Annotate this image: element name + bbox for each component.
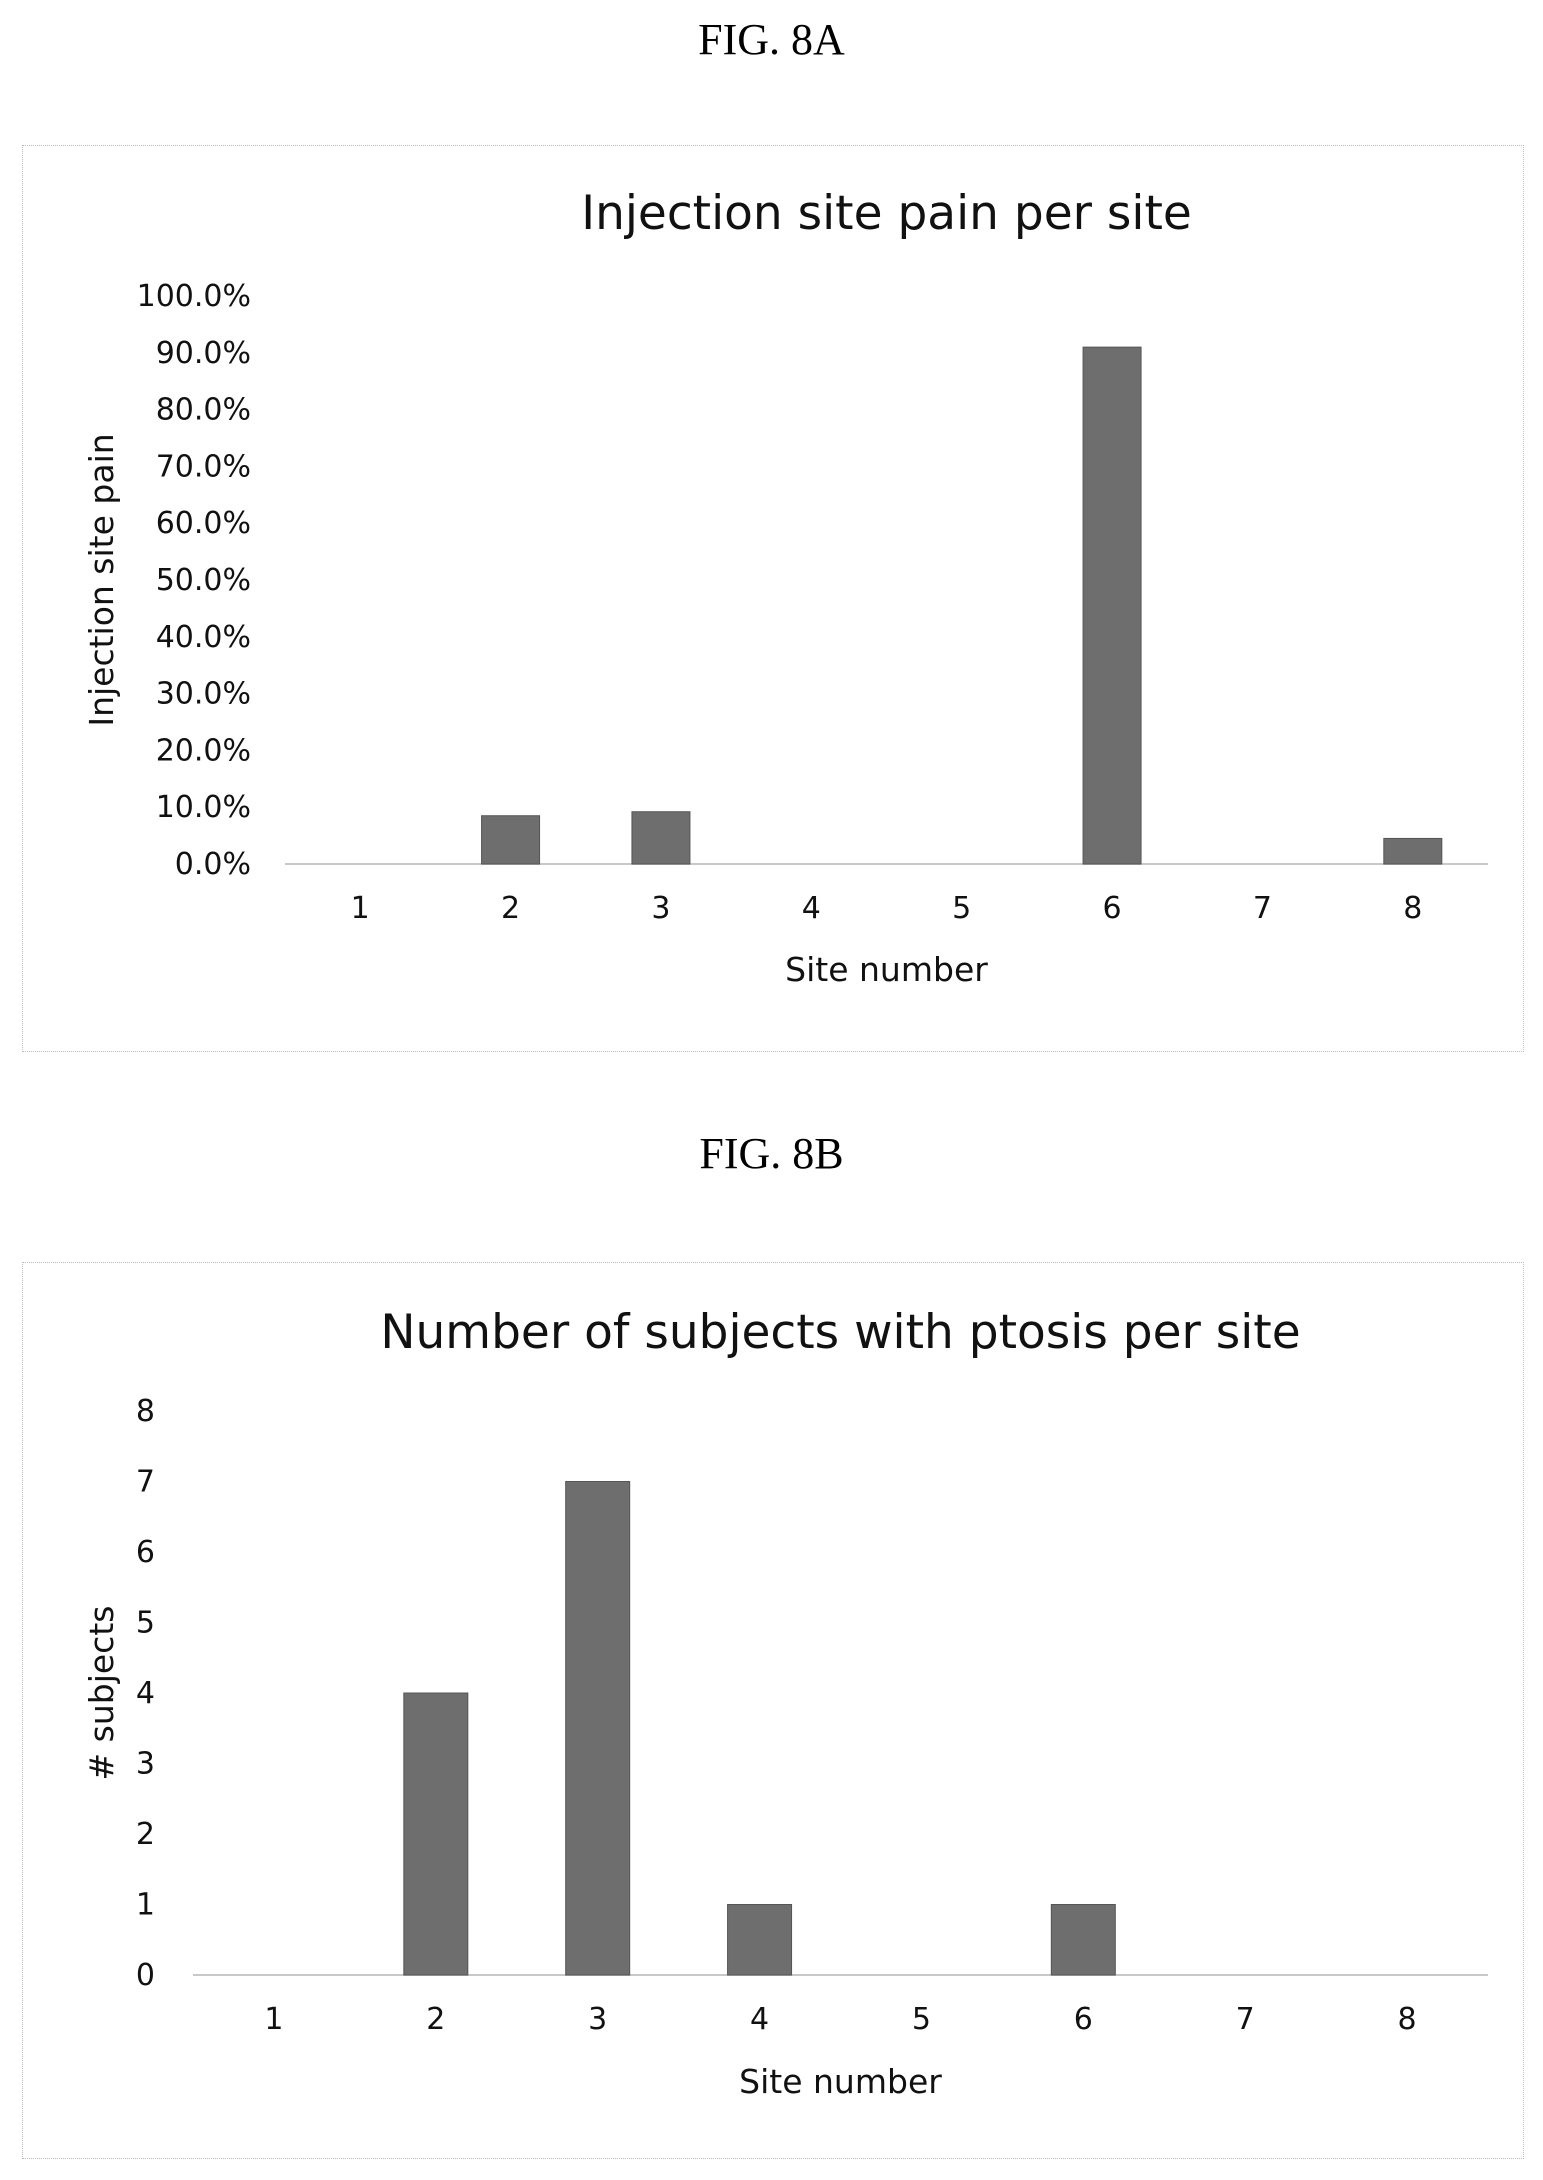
- y-tick-label: 0: [136, 1958, 155, 1993]
- figure-label-8a: FIG. 8A: [698, 15, 845, 64]
- y-tick-label: 20.0%: [156, 733, 251, 768]
- x-axis-label: Site number: [739, 2062, 942, 2101]
- y-tick-label: 50.0%: [156, 563, 251, 598]
- x-tick-label: 8: [1403, 891, 1422, 926]
- y-tick-label: 2: [136, 1817, 155, 1852]
- figure-label-8b: FIG. 8B: [699, 1129, 844, 1178]
- x-tick-label: 1: [351, 891, 370, 926]
- chart-frame-8b: Number of subjects with ptosis per site 0…: [22, 1262, 1524, 2159]
- y-tick-label: 60.0%: [156, 506, 251, 541]
- x-tick-label: 7: [1253, 891, 1272, 926]
- bar-site-8: [1383, 837, 1443, 865]
- chart-8a: Injection site pain per site 0.0% 10.0% 20.…: [82, 186, 1488, 989]
- x-tick-label: 7: [1236, 2002, 1255, 2037]
- x-tick-label: 3: [651, 891, 670, 926]
- y-tick-label: 70.0%: [156, 449, 251, 484]
- bar-site-4: [727, 1904, 793, 1976]
- x-axis-label: Site number: [785, 950, 988, 989]
- y-axis-label: Injection site pain: [82, 433, 121, 726]
- y-tick-label: 8: [136, 1394, 155, 1429]
- y-tick-label: 7: [136, 1465, 155, 1500]
- y-tick-label: 100.0%: [137, 279, 251, 314]
- x-tick-label: 3: [588, 2002, 607, 2037]
- y-tick-label: 5: [136, 1606, 155, 1641]
- chart-title: Number of subjects with ptosis per site: [380, 1305, 1300, 1360]
- y-tick-label: 0.0%: [175, 847, 251, 882]
- bar-site-3: [565, 1481, 631, 1976]
- y-tick-label: 80.0%: [156, 393, 251, 428]
- chart-frame-8a: Injection site pain per site 0.0% 10.0% 20.…: [22, 145, 1524, 1052]
- x-tick-label: 5: [952, 891, 971, 926]
- y-tick-label: 10.0%: [156, 790, 251, 825]
- x-tick-label: 8: [1398, 2002, 1417, 2037]
- chart-title: Injection site pain per site: [581, 186, 1192, 241]
- bar-site-6: [1082, 346, 1142, 865]
- y-tick-label: 30.0%: [156, 677, 251, 712]
- y-tick-label: 4: [136, 1676, 155, 1711]
- x-tick-label: 4: [750, 2002, 769, 2037]
- x-tick-label: 4: [802, 891, 821, 926]
- x-tick-label: 2: [501, 891, 520, 926]
- bar-site-6: [1050, 1904, 1116, 1976]
- x-tick-label: 5: [912, 2002, 931, 2037]
- bar-site-3: [631, 811, 691, 865]
- y-tick-label: 40.0%: [156, 620, 251, 655]
- x-tick-label: 6: [1103, 891, 1122, 926]
- x-tick-label: 1: [264, 2002, 283, 2037]
- bar-site-2: [403, 1692, 469, 1976]
- y-axis-label: # subjects: [82, 1606, 121, 1781]
- x-tick-label: 6: [1074, 2002, 1093, 2037]
- chart-8b: Number of subjects with ptosis per site 0…: [82, 1305, 1488, 2101]
- y-tick-label: 6: [136, 1535, 155, 1570]
- bar-site-2: [481, 815, 541, 865]
- y-tick-label: 3: [136, 1747, 155, 1782]
- y-tick-label: 1: [136, 1888, 155, 1923]
- y-tick-label: 90.0%: [156, 336, 251, 371]
- x-tick-label: 2: [426, 2002, 445, 2037]
